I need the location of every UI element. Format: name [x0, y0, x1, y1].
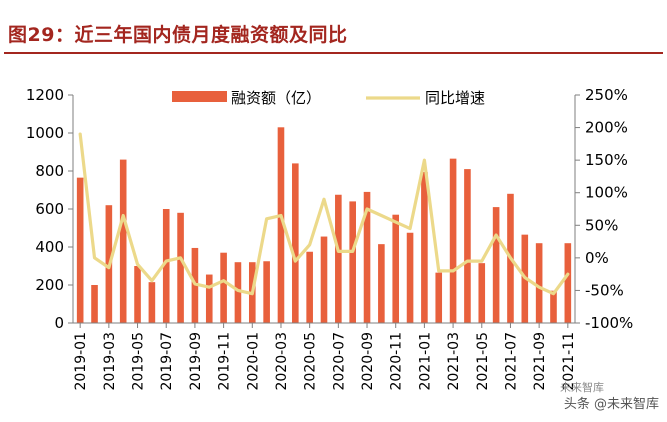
y-tick-label-right: 50% — [585, 216, 618, 234]
bar — [162, 209, 170, 323]
y-tick-label-left: 0 — [54, 314, 64, 332]
x-tick-label: 2020-01 — [245, 332, 261, 391]
x-tick-label: 2020-05 — [303, 332, 319, 391]
y-tick-label-right: -50% — [585, 281, 624, 299]
legend-swatch-bar — [172, 91, 227, 102]
y-tick-label-right: 0% — [585, 249, 609, 267]
x-tick-label: 2020-09 — [360, 332, 376, 391]
y-tick-label-left: 1000 — [26, 124, 64, 142]
y-tick-label-right: 100% — [585, 184, 628, 202]
x-tick-label: 2019-01 — [73, 332, 89, 391]
x-tick-label: 2020-11 — [389, 332, 405, 391]
bar — [320, 236, 328, 323]
chart-title: 图29：近三年国内债月度融资额及同比 — [8, 24, 348, 46]
y-tick-label-left: 200 — [35, 276, 64, 294]
x-tick-label: 2021-07 — [503, 332, 519, 391]
bar — [406, 232, 414, 323]
title-underline — [4, 52, 663, 54]
bar — [550, 290, 557, 323]
watermark-logo: 未来智库 — [560, 381, 604, 394]
bar — [292, 163, 299, 323]
x-tick-label: 2020-03 — [274, 332, 290, 391]
bar — [234, 262, 242, 323]
bar — [564, 243, 572, 323]
bar — [335, 194, 342, 323]
bar — [119, 159, 127, 323]
bar — [535, 243, 543, 323]
x-tick-label: 2019-09 — [188, 332, 204, 391]
bar — [76, 177, 84, 323]
bar — [91, 285, 98, 323]
x-tick-label: 2019-05 — [131, 332, 147, 391]
y-tick-label-right: 150% — [585, 151, 628, 169]
y-tick-label-right: 250% — [585, 86, 628, 104]
legend-label-line: 同比增速 — [425, 89, 485, 107]
y-tick-label-left: 800 — [35, 162, 64, 180]
x-tick-label: 2021-11 — [561, 332, 577, 391]
bar — [492, 207, 500, 323]
y-tick-label-left: 600 — [35, 200, 64, 218]
x-tick-label: 2019-03 — [102, 332, 118, 391]
x-tick-label: 2021-01 — [417, 332, 433, 391]
x-tick-label: 2019-11 — [217, 332, 233, 391]
bar — [220, 252, 227, 323]
y-tick-label-left: 1200 — [26, 86, 64, 104]
bar — [421, 171, 428, 323]
x-tick-label: 2020-07 — [331, 332, 347, 391]
bar — [263, 261, 270, 323]
bar — [306, 251, 313, 323]
x-tick-label: 2021-03 — [446, 332, 462, 391]
bar — [378, 244, 385, 323]
y-tick-label-left: 400 — [35, 238, 64, 256]
y-tick-label-right: 200% — [585, 119, 628, 137]
bar — [177, 212, 184, 323]
x-tick-label: 2019-07 — [159, 332, 175, 391]
x-tick-label: 2021-05 — [475, 332, 491, 391]
bar — [148, 282, 156, 323]
bar — [349, 201, 356, 323]
watermark: 头条 @未来智库 — [563, 397, 659, 412]
line-yoy — [78, 132, 570, 296]
bar — [277, 127, 285, 323]
bar — [449, 158, 457, 323]
bar — [392, 214, 400, 323]
bar — [363, 191, 371, 323]
bar — [134, 266, 141, 323]
bar — [464, 169, 471, 323]
y-tick-label-right: -100% — [585, 314, 633, 332]
bar — [205, 274, 213, 323]
bar — [478, 263, 486, 323]
bar — [435, 272, 443, 323]
legend-label-bar: 融资额（亿） — [231, 89, 321, 107]
x-tick-label: 2021-09 — [532, 332, 548, 391]
